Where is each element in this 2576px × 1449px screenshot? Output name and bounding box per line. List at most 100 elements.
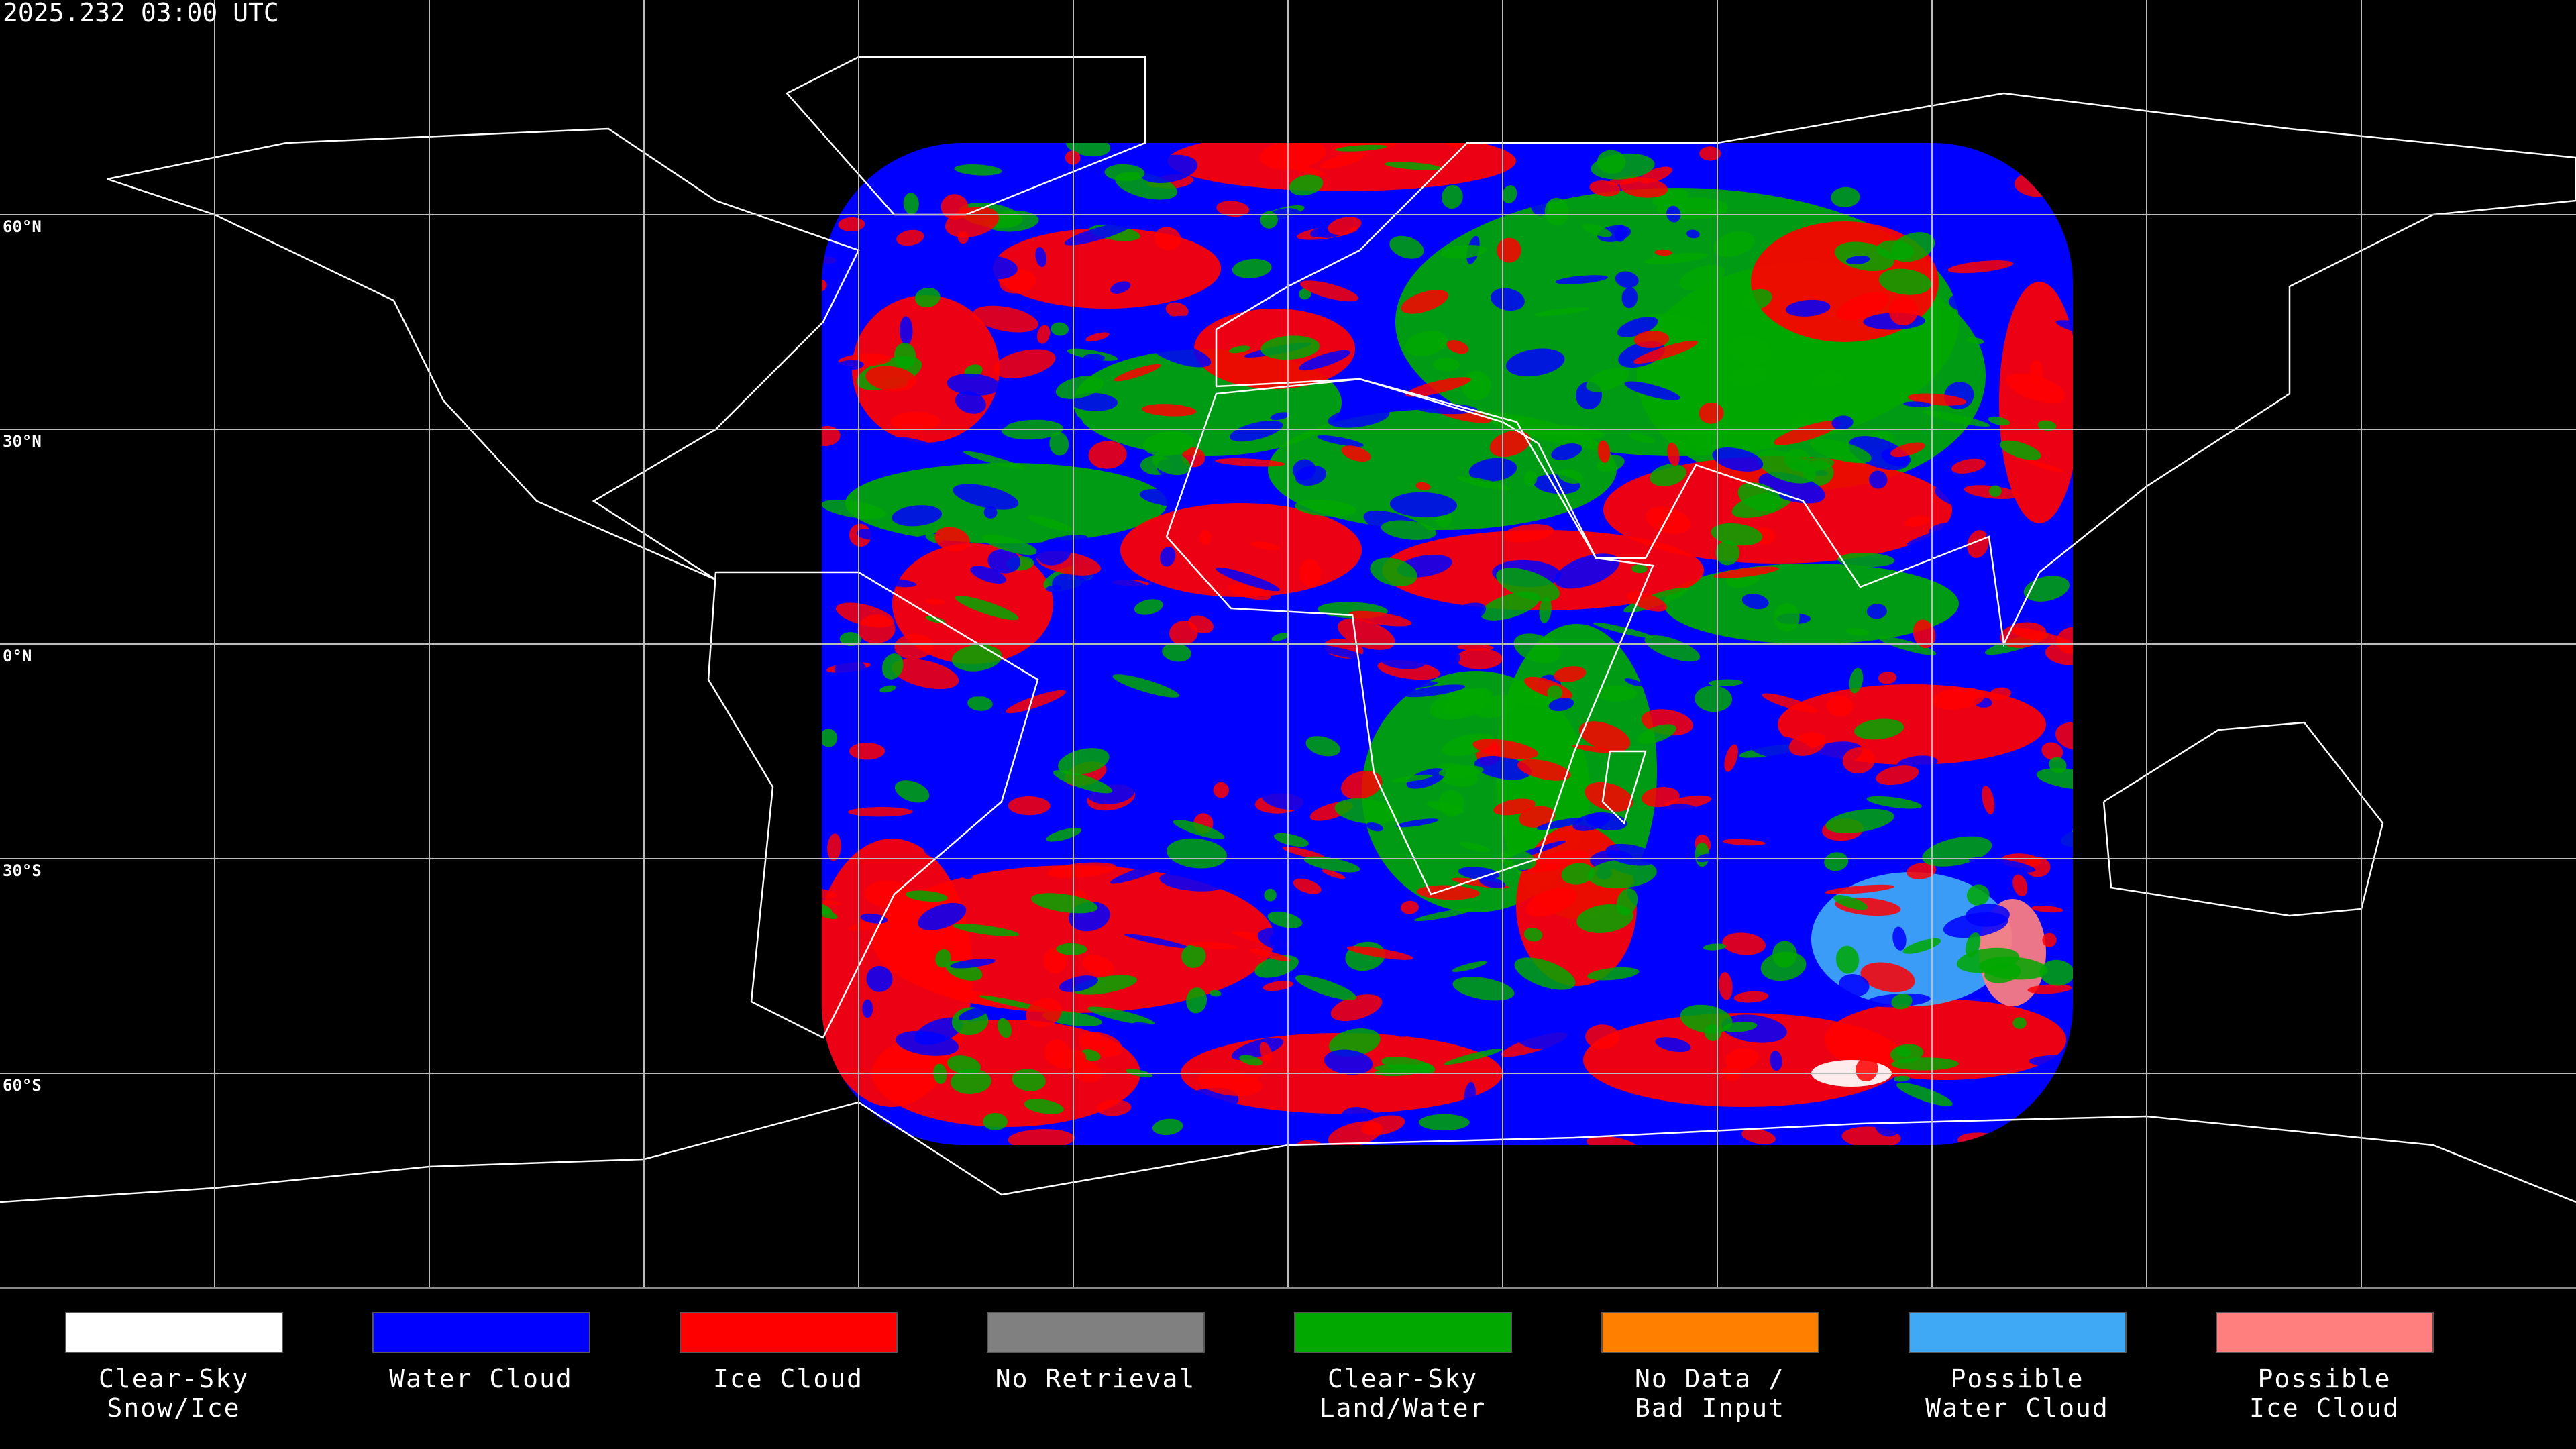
cloud-speckle xyxy=(1561,863,1595,885)
cloud-speckle xyxy=(2045,642,2073,666)
cloud-speckle xyxy=(865,366,917,392)
cloud-speckle xyxy=(1456,648,1503,669)
cloud-speckle xyxy=(1913,619,1936,649)
cloud-speckle xyxy=(1624,678,1644,687)
cloud-speckle xyxy=(1059,975,1098,992)
cloud-speckle xyxy=(1713,566,1779,579)
cloud-speckle xyxy=(918,902,967,930)
cloud-speckle xyxy=(1907,862,1937,879)
cloud-speckle xyxy=(992,407,1011,429)
cloud-speckle xyxy=(1714,649,1763,657)
cloud-speckle xyxy=(1589,180,1621,197)
cloud-speckle xyxy=(1229,420,1283,442)
cloud-speckle xyxy=(1597,440,1611,463)
cloud-speckle xyxy=(1328,407,1390,428)
cloud-speckle xyxy=(1267,911,1303,928)
cloud-speckle xyxy=(1142,404,1197,417)
cloud-speckle xyxy=(1447,602,1487,625)
cloud-speckle xyxy=(2039,959,2073,986)
cloud-speckle xyxy=(1631,564,1648,574)
cloud-speckle xyxy=(1355,722,1366,739)
cloud-speckle xyxy=(1892,926,1907,951)
cloud-speckle xyxy=(1067,416,1083,432)
cloud-speckle xyxy=(2012,1017,2027,1029)
cloud-speckle xyxy=(1489,430,1531,458)
cloud-speckle xyxy=(1069,699,1117,716)
cloud-speckle xyxy=(1903,401,1931,407)
cloud-speckle xyxy=(857,614,896,644)
cloud-speckle xyxy=(890,411,941,431)
cloud-speckle xyxy=(1082,955,1115,977)
cloud-speckle xyxy=(1426,801,1464,814)
cloud-speckle xyxy=(1433,358,1460,372)
cloud-speckle xyxy=(1348,610,1412,627)
cloud-speckle xyxy=(2041,742,2063,761)
cloud-speckle xyxy=(1679,264,1725,290)
cloud-speckle xyxy=(894,633,934,659)
cloud-speckle xyxy=(963,451,1025,470)
cloud-speckle xyxy=(1330,994,1383,1022)
cloud-speckle xyxy=(2012,874,2028,897)
cloud-speckle xyxy=(1162,643,1191,662)
cloud-speckle xyxy=(1619,177,1668,198)
cloud-speckle xyxy=(1582,223,1612,237)
cloud-speckle xyxy=(1299,288,1311,300)
legend-swatch xyxy=(987,1312,1205,1353)
cloud-speckle xyxy=(1043,947,1067,974)
cloud-speckle xyxy=(1395,818,1439,828)
cloud-speckle xyxy=(1593,622,1654,639)
cloud-speckle xyxy=(1263,981,1293,991)
cloud-speckle xyxy=(1947,260,2014,274)
cloud-speckle xyxy=(956,869,973,879)
cloud-speckle xyxy=(1104,164,1145,182)
legend-label: Clear-Sky xyxy=(1328,1364,1478,1393)
cloud-speckle xyxy=(1366,822,1383,832)
cloud-speckle xyxy=(896,1030,959,1056)
cloud-speckle xyxy=(896,229,924,246)
cloud-speckle xyxy=(954,164,1002,176)
cloud-speckle xyxy=(1405,331,1448,356)
cloud-speckle xyxy=(1216,201,1250,217)
cloud-speckle xyxy=(1688,426,1711,451)
cloud-speckle xyxy=(1150,315,1191,327)
cloud-speckle xyxy=(1401,290,1449,314)
cloud-speckle xyxy=(2026,460,2065,473)
cloud-speckle xyxy=(1988,416,2010,426)
cloud-speckle xyxy=(1452,961,1487,972)
cloud-speckle xyxy=(1615,271,1639,288)
cloud-speckle xyxy=(1445,219,1479,235)
cloud-speckle xyxy=(1452,977,1515,1001)
cloud-speckle xyxy=(1047,862,1117,878)
cloud-speckle xyxy=(1001,143,1031,163)
cloud-speckle xyxy=(1554,666,1587,682)
cloud-speckle xyxy=(1837,553,1895,568)
cloud-speckle xyxy=(1334,259,1371,279)
cloud-speckle xyxy=(1605,843,1656,866)
cloud-speckle xyxy=(1866,604,1887,619)
cloud-speckle xyxy=(1087,1006,1155,1026)
cloud-speckle xyxy=(822,729,838,747)
cloud-speckle xyxy=(1544,197,1569,226)
cloud-speckle xyxy=(822,244,863,268)
cloud-speckle xyxy=(1232,258,1272,278)
cloud-speckle xyxy=(1521,850,1589,873)
cloud-speckle xyxy=(1295,465,1327,486)
legend-swatch xyxy=(1601,1312,1819,1353)
cloud-speckle xyxy=(970,566,1006,584)
cloud-speckle xyxy=(1213,782,1229,798)
cloud-speckle xyxy=(947,373,1000,396)
cloud-speckle xyxy=(1907,525,1969,545)
cloud-speckle xyxy=(1130,1022,1197,1051)
cloud-speckle xyxy=(1890,232,1935,262)
cloud-speckle xyxy=(1414,908,1474,922)
cloud-speckle xyxy=(1866,796,1922,809)
cloud-speckle xyxy=(1891,994,1913,1010)
cloud-speckle xyxy=(1654,249,1672,256)
coastline xyxy=(0,1101,2576,1203)
cloud-speckle xyxy=(1846,256,1870,265)
cloud-speckle xyxy=(1112,674,1179,698)
cloud-speckle xyxy=(1878,671,1897,684)
cloud-speckle xyxy=(1008,1129,1075,1145)
cloud-speckle xyxy=(1691,866,1760,881)
cloud-speckle xyxy=(1328,1121,1383,1145)
